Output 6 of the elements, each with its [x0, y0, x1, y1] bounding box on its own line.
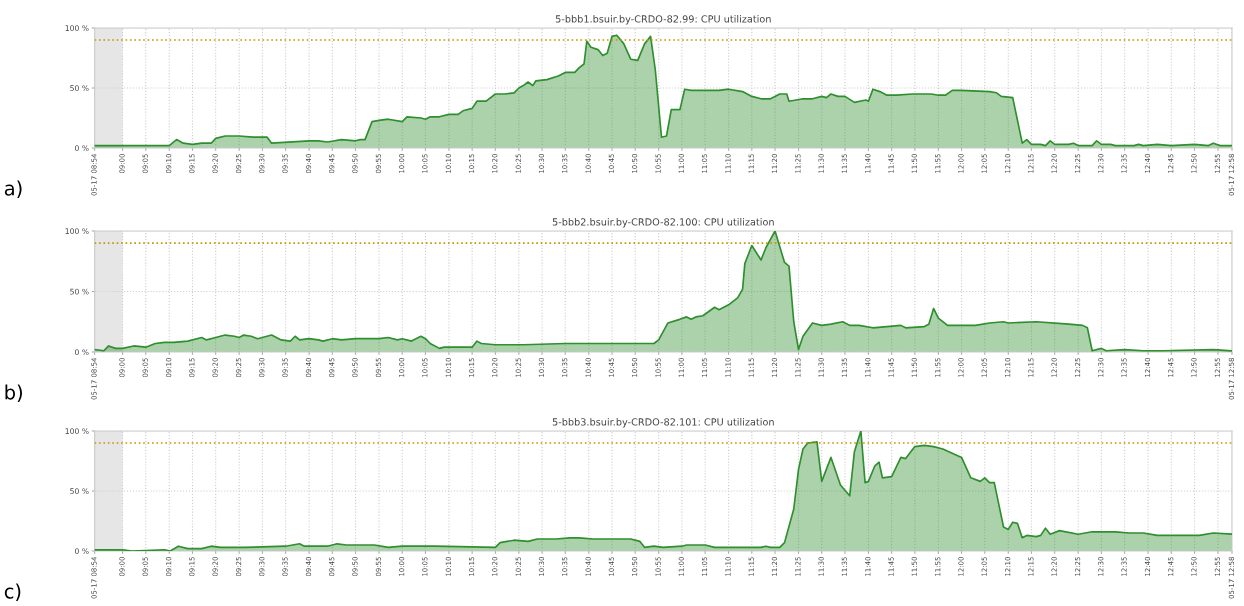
text: a)	[4, 180, 22, 198]
chart-title: 5-bbb1.bsuir.by-CRDO-82.99: CPU utilization	[555, 15, 771, 25]
chart-title: 5-bbb2.bsuir.by-CRDO-82.100: CPU utilization	[552, 218, 774, 228]
text: c)	[4, 583, 21, 601]
chart-title: 5-bbb3.bsuir.by-CRDO-82.101: CPU utilization	[552, 418, 774, 428]
text: b)	[5, 384, 22, 402]
